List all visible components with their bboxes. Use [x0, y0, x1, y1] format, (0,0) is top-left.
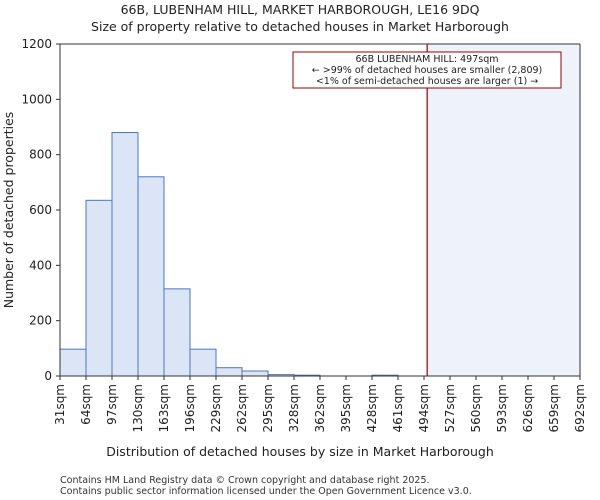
highlight-region — [427, 44, 580, 376]
y-tick-label: 1200 — [21, 37, 52, 51]
x-tick-label: 262sqm — [235, 384, 249, 432]
x-tick-label: 626sqm — [521, 384, 535, 432]
bar — [163, 288, 191, 377]
x-tick-label: 428sqm — [365, 384, 379, 432]
x-tick-label: 97sqm — [105, 384, 119, 425]
footer-line1: Contains HM Land Registry data © Crown c… — [60, 475, 430, 486]
bar — [111, 132, 139, 377]
annotation-box — [292, 51, 562, 89]
y-tick-label: 600 — [29, 203, 52, 217]
property-annotation: 66B LUBENHAM HILL: 497sqm ← >99% of deta… — [292, 51, 562, 89]
y-tick-label: 200 — [29, 314, 52, 328]
x-tick-label: 64sqm — [79, 384, 93, 425]
x-tick-label: 593sqm — [495, 384, 509, 432]
y-tick-label: 1000 — [21, 92, 52, 106]
bar — [85, 199, 113, 377]
chart-title-line2: Size of property relative to detached ho… — [91, 19, 509, 34]
x-tick-label: 229sqm — [209, 384, 223, 432]
annotation-line2: ← >99% of detached houses are smaller (2… — [312, 65, 543, 76]
bar — [137, 176, 165, 377]
x-tick-label: 130sqm — [131, 384, 145, 432]
x-tick-label: 560sqm — [469, 384, 483, 432]
x-tick-label: 295sqm — [261, 384, 275, 432]
chart-title-line1: 66B, LUBENHAM HILL, MARKET HARBOROUGH, L… — [121, 2, 480, 17]
y-tick-label: 800 — [29, 148, 52, 162]
x-tick-label: 328sqm — [287, 384, 301, 432]
y-tick-label: 0 — [44, 369, 52, 383]
x-tick-label: 461sqm — [391, 384, 405, 432]
x-tick-label: 362sqm — [313, 384, 327, 432]
x-tick-label: 692sqm — [573, 384, 587, 432]
annotation-line3: <1% of semi-detached houses are larger (… — [316, 76, 538, 87]
bar — [189, 348, 217, 377]
annotation-line1: 66B LUBENHAM HILL: 497sqm — [355, 54, 498, 65]
x-tick-label: 31sqm — [53, 384, 67, 425]
y-tick-label: 400 — [29, 258, 52, 272]
bar — [59, 348, 87, 377]
x-tick-label: 494sqm — [417, 384, 431, 432]
x-axis-label: Distribution of detached houses by size … — [106, 444, 494, 459]
x-tick-label: 527sqm — [443, 384, 457, 432]
bar — [241, 370, 269, 377]
y-axis-label: Number of detached properties — [1, 112, 16, 309]
bar — [215, 367, 243, 377]
x-tick-label: 395sqm — [339, 384, 353, 432]
x-tick-label: 659sqm — [547, 384, 561, 432]
x-tick-label: 163sqm — [157, 384, 171, 432]
footer-line2: Contains public sector information licen… — [60, 486, 472, 497]
x-tick-label: 196sqm — [183, 384, 197, 432]
